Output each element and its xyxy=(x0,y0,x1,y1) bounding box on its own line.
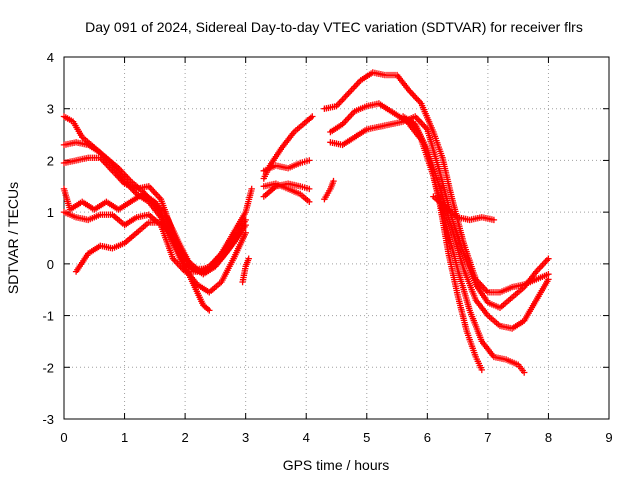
x-tick-label: 7 xyxy=(484,430,491,445)
series-s11 xyxy=(260,180,313,200)
chart-title: Day 091 of 2024, Sidereal Day-to-day VTE… xyxy=(85,19,583,35)
plot-frame xyxy=(63,56,610,420)
y-tick-label: -1 xyxy=(42,309,54,324)
data-point xyxy=(306,198,313,205)
series-s12 xyxy=(321,177,337,203)
y-tick-label: 4 xyxy=(47,50,54,65)
y-tick-labels: -3 -2 -1 0 1 2 3 4 xyxy=(42,50,54,427)
x-tick-label: 2 xyxy=(181,430,188,445)
series-s10 xyxy=(260,180,313,205)
data-point xyxy=(490,216,498,224)
data-point xyxy=(521,369,528,376)
x-tick-label: 4 xyxy=(303,430,310,445)
series-s8 xyxy=(260,113,316,182)
data-point xyxy=(242,221,249,229)
data-series xyxy=(60,69,552,376)
x-tick-label: 9 xyxy=(605,430,612,445)
x-tick-label: 1 xyxy=(121,430,128,445)
series-s5 xyxy=(60,208,249,275)
series-s13 xyxy=(321,69,552,296)
y-tick-label: -2 xyxy=(42,360,54,375)
x-axis-label: GPS time / hours xyxy=(283,457,390,473)
y-axis-label: SDTVAR / TECUs xyxy=(5,182,21,294)
series-s9 xyxy=(260,157,313,174)
series-s17 xyxy=(406,121,528,376)
y-tick-label: 3 xyxy=(47,102,54,117)
series-s6 xyxy=(72,219,249,275)
series-s7 xyxy=(239,255,252,286)
series-s18 xyxy=(430,193,498,224)
axis-ticks xyxy=(63,56,610,420)
data-point xyxy=(309,113,316,120)
y-tick-label: 0 xyxy=(47,257,54,272)
grid xyxy=(64,57,609,419)
series-s15 xyxy=(327,113,552,311)
data-point xyxy=(545,255,552,262)
data-point xyxy=(478,366,485,374)
x-tick-label: 3 xyxy=(242,430,249,445)
data-point xyxy=(306,185,313,193)
y-tick-label: 2 xyxy=(47,153,54,168)
x-tick-label: 6 xyxy=(424,430,431,445)
data-point xyxy=(245,255,252,262)
x-tick-labels: 0 1 2 3 4 5 6 7 8 9 xyxy=(60,430,612,445)
data-point xyxy=(306,157,313,164)
x-tick-label: 8 xyxy=(545,430,552,445)
data-point xyxy=(330,177,337,185)
x-tick-label: 0 xyxy=(60,430,67,445)
data-point xyxy=(545,276,552,283)
y-tick-label: 1 xyxy=(47,205,54,220)
data-point xyxy=(248,185,255,193)
y-tick-label: -3 xyxy=(42,412,54,427)
data-point xyxy=(206,307,213,314)
x-tick-label: 5 xyxy=(363,430,370,445)
series-s16 xyxy=(399,113,485,374)
